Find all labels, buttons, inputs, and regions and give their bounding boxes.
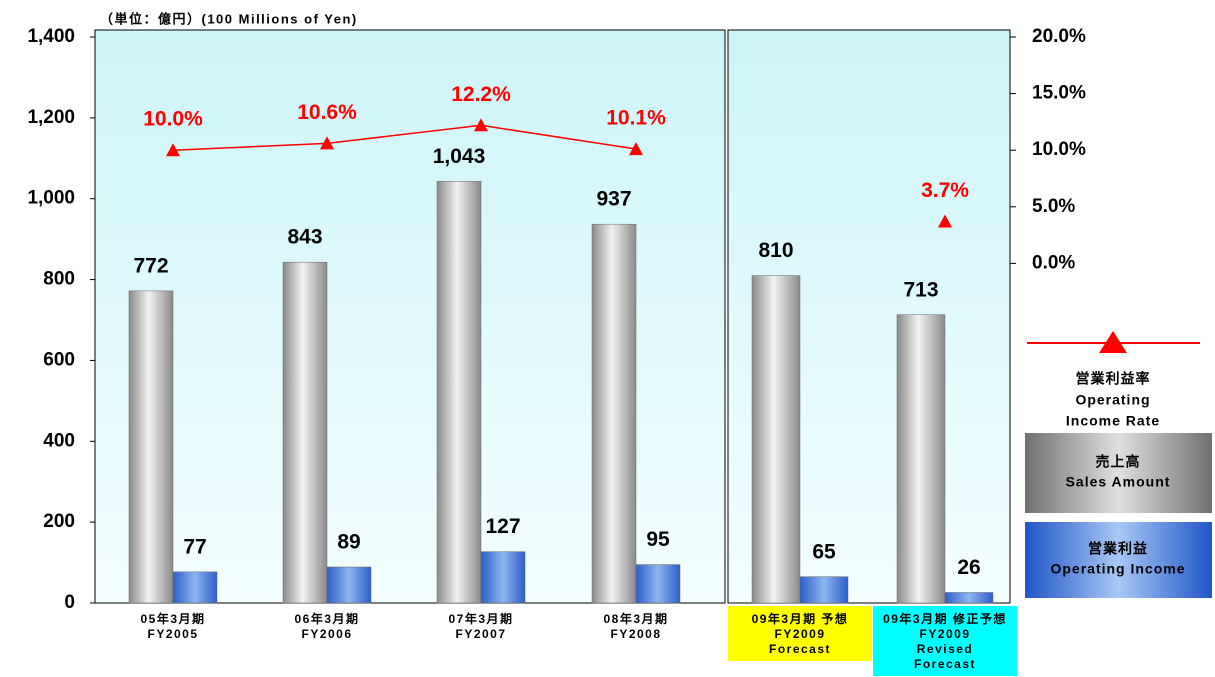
y-tick-label: 1,000: [27, 188, 75, 209]
legend-swatch: [1025, 522, 1212, 598]
data-label: 10.6%: [297, 101, 357, 124]
y-tick-label: 0: [64, 592, 75, 613]
x-tick-label: 05年3月期: [140, 611, 205, 626]
data-label: 810: [758, 239, 793, 262]
data-label: 1,043: [433, 145, 486, 168]
data-label: 10.1%: [606, 107, 666, 130]
data-label: 26: [957, 556, 980, 579]
rate-marker: [629, 142, 643, 156]
x-tick-label: FY2009: [774, 627, 825, 641]
legend-label: Sales Amount: [1066, 474, 1171, 490]
legend-label: 売上高: [1096, 454, 1141, 470]
legend-label: 営業利益: [1088, 541, 1148, 557]
rate-marker: [474, 118, 488, 132]
bar: [326, 566, 372, 604]
data-label: 3.7%: [921, 179, 969, 202]
data-label: 937: [596, 188, 631, 211]
y-tick-label: 200: [43, 511, 75, 532]
y-tick-label: 800: [43, 269, 75, 290]
x-tick-label: 06年3月期: [294, 611, 359, 626]
data-label: 65: [812, 540, 836, 563]
y2-tick-label: 15.0%: [1032, 83, 1086, 104]
bar: [436, 181, 482, 604]
y2-tick-label: 20.0%: [1032, 26, 1086, 47]
x-tick-label: FY2008: [610, 627, 661, 641]
data-label: 89: [337, 531, 360, 554]
y-tick-label: 600: [43, 349, 75, 370]
x-tick-label: Revised: [917, 642, 974, 656]
legend-label: Income Rate: [1066, 413, 1160, 429]
x-tick-label: Forecast: [769, 642, 831, 656]
x-tick-label: 07年3月期: [448, 611, 513, 626]
bar: [480, 551, 526, 604]
x-tick-label: 08年3月期: [603, 611, 668, 626]
bar: [128, 290, 174, 604]
bar: [635, 564, 681, 604]
data-label: 772: [133, 254, 168, 277]
data-label: 127: [485, 515, 520, 538]
x-tick-label: 09年3月期 修正予想: [883, 611, 1007, 626]
y-tick-label: 1,200: [27, 107, 75, 128]
unit-label: （単位：億円）(100 Millions of Yen): [100, 11, 358, 26]
x-tick-label: FY2007: [455, 627, 506, 641]
data-label: 713: [903, 278, 938, 301]
rate-marker: [166, 143, 180, 157]
y-tick-label: 400: [43, 430, 75, 451]
legend-label: 営業利益率: [1076, 371, 1151, 387]
legend-swatch: [1025, 433, 1212, 513]
bar: [591, 223, 637, 604]
x-tick-label: Forecast: [914, 657, 976, 671]
y2-tick-label: 5.0%: [1032, 196, 1075, 217]
data-label: 12.2%: [451, 83, 511, 106]
data-label: 77: [183, 535, 206, 558]
x-tick-label: FY2006: [301, 627, 352, 641]
category-highlight: [728, 606, 872, 661]
data-label: 95: [646, 528, 670, 551]
bar: [896, 314, 946, 604]
x-tick-label: FY2009: [919, 627, 970, 641]
bar: [799, 576, 849, 604]
data-label: 10.0%: [143, 108, 203, 131]
y-tick-label: 1,400: [27, 26, 75, 47]
x-tick-label: FY2005: [147, 627, 198, 641]
category-highlight: [873, 606, 1017, 676]
y2-tick-label: 0.0%: [1032, 252, 1075, 273]
legend-label: Operating: [1075, 392, 1150, 408]
bar: [172, 571, 218, 604]
x-tick-label: 09年3月期 予想: [752, 611, 849, 626]
rate-marker: [938, 214, 952, 228]
y2-tick-label: 10.0%: [1032, 139, 1086, 160]
rate-marker: [320, 136, 334, 150]
legend-marker: [1099, 331, 1127, 353]
data-label: 843: [287, 226, 322, 249]
bar: [282, 261, 328, 604]
bar: [751, 275, 801, 604]
bar: [944, 592, 994, 604]
legend-label: Operating Income: [1050, 561, 1185, 577]
